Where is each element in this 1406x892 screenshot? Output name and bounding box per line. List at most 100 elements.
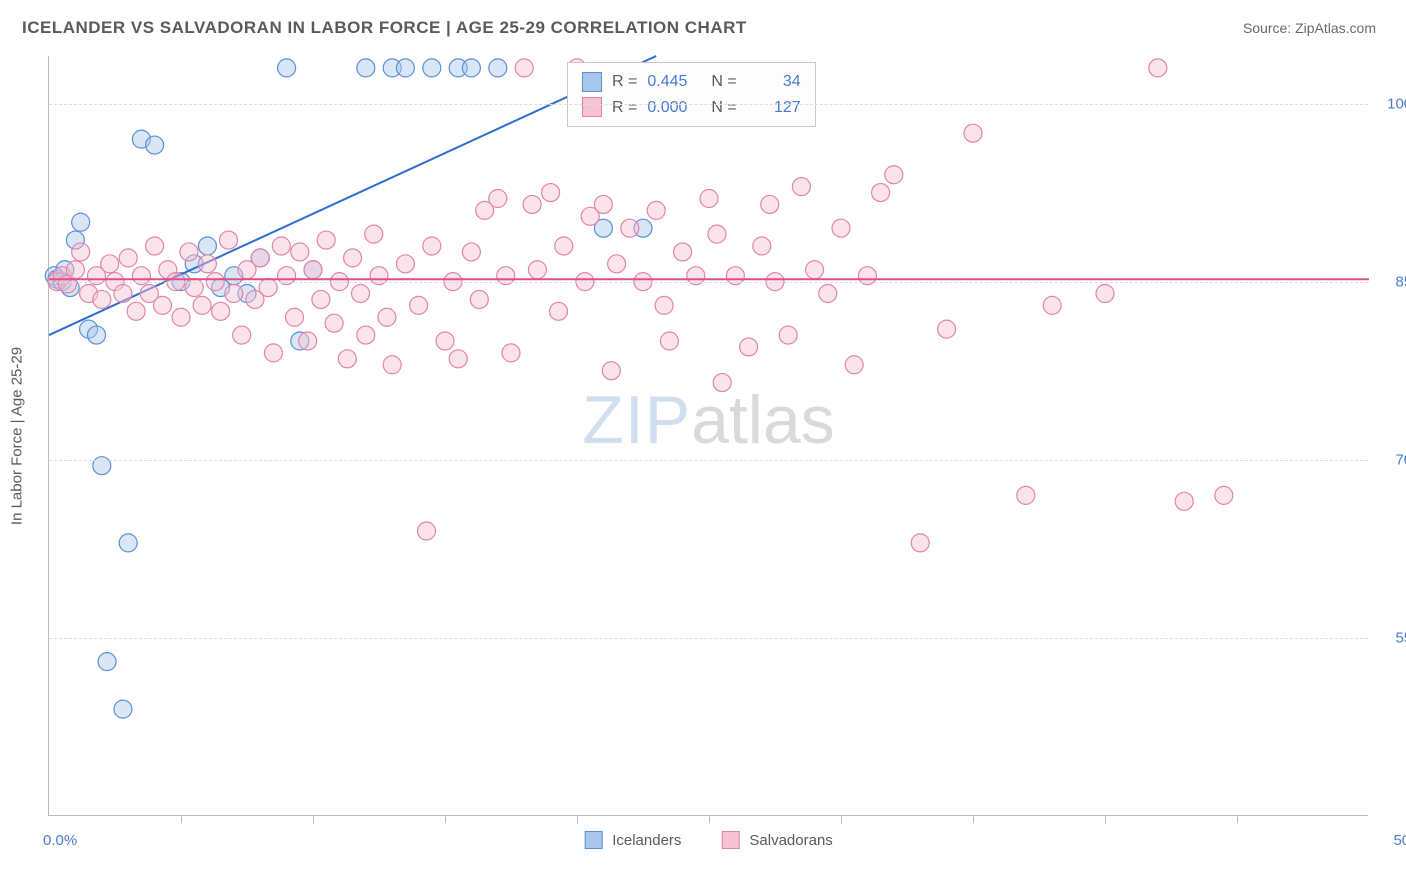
data-point xyxy=(1043,296,1061,314)
data-point xyxy=(470,290,488,308)
data-point xyxy=(1175,492,1193,510)
data-point xyxy=(872,184,890,202)
data-point xyxy=(423,237,441,255)
data-point xyxy=(621,219,639,237)
legend-swatch xyxy=(584,831,602,849)
data-point xyxy=(523,195,541,213)
data-point xyxy=(299,332,317,350)
data-point xyxy=(819,285,837,303)
data-point xyxy=(396,59,414,77)
stats-swatch xyxy=(582,97,602,117)
data-point xyxy=(396,255,414,273)
data-point xyxy=(647,201,665,219)
data-point xyxy=(779,326,797,344)
data-point xyxy=(418,522,436,540)
stats-row: R = 0.000N = 127 xyxy=(582,95,801,121)
legend-label: Icelanders xyxy=(612,832,681,849)
data-point xyxy=(72,213,90,231)
gridline xyxy=(49,282,1368,283)
data-point xyxy=(88,326,106,344)
data-point xyxy=(1149,59,1167,77)
data-point xyxy=(344,249,362,267)
data-point xyxy=(1096,285,1114,303)
stats-swatch xyxy=(582,72,602,92)
xtick xyxy=(577,815,578,823)
data-point xyxy=(233,326,251,344)
data-point xyxy=(180,243,198,261)
data-point xyxy=(713,374,731,392)
data-point xyxy=(550,302,568,320)
data-point xyxy=(114,285,132,303)
stats-row: R = 0.445 N = 34 xyxy=(582,69,801,95)
data-point xyxy=(740,338,758,356)
data-point xyxy=(272,237,290,255)
stats-r-label: R = xyxy=(612,95,637,121)
data-point xyxy=(127,302,145,320)
xaxis-label-right: 50.0% xyxy=(1393,832,1406,849)
ytick-label: 70.0% xyxy=(1378,451,1406,468)
data-point xyxy=(753,237,771,255)
data-point xyxy=(1017,486,1035,504)
xtick xyxy=(181,815,182,823)
data-point xyxy=(172,308,190,326)
data-point xyxy=(251,249,269,267)
data-point xyxy=(462,243,480,261)
data-point xyxy=(594,195,612,213)
legend-item: Icelanders xyxy=(584,831,681,849)
data-point xyxy=(146,136,164,154)
chart-area: In Labor Force | Age 25-29 ZIPatlas R = … xyxy=(48,56,1368,816)
legend-swatch xyxy=(721,831,739,849)
chart-title: ICELANDER VS SALVADORAN IN LABOR FORCE |… xyxy=(22,18,747,38)
data-point xyxy=(423,59,441,77)
stats-n-value: 34 xyxy=(747,69,801,95)
data-point xyxy=(489,190,507,208)
chart-header: ICELANDER VS SALVADORAN IN LABOR FORCE |… xyxy=(0,0,1406,48)
stats-r-value: 0.000 xyxy=(647,95,701,121)
data-point xyxy=(198,255,216,273)
data-point xyxy=(700,190,718,208)
data-point xyxy=(964,124,982,142)
stats-r-label: R = xyxy=(612,69,637,95)
xtick xyxy=(841,815,842,823)
stats-n-label: N = xyxy=(711,69,736,95)
xtick xyxy=(709,815,710,823)
data-point xyxy=(114,700,132,718)
gridline xyxy=(49,104,1368,105)
xtick xyxy=(313,815,314,823)
data-point xyxy=(93,290,111,308)
xtick xyxy=(445,815,446,823)
data-point xyxy=(338,350,356,368)
xtick xyxy=(1105,815,1106,823)
data-point xyxy=(312,290,330,308)
data-point xyxy=(291,243,309,261)
xaxis-label-left: 0.0% xyxy=(43,832,77,849)
data-point xyxy=(515,59,533,77)
data-point xyxy=(708,225,726,243)
yaxis-title: In Labor Force | Age 25-29 xyxy=(9,346,26,524)
data-point xyxy=(436,332,454,350)
data-point xyxy=(357,326,375,344)
gridline xyxy=(49,460,1368,461)
data-point xyxy=(1215,486,1233,504)
data-point xyxy=(761,195,779,213)
stats-r-value: 0.445 xyxy=(647,69,701,95)
data-point xyxy=(410,296,428,314)
data-point xyxy=(352,285,370,303)
data-point xyxy=(72,243,90,261)
data-point xyxy=(317,231,335,249)
data-point xyxy=(449,350,467,368)
data-point xyxy=(383,356,401,374)
data-point xyxy=(146,237,164,255)
data-point xyxy=(655,296,673,314)
legend-item: Salvadorans xyxy=(721,831,832,849)
data-point xyxy=(845,356,863,374)
data-point xyxy=(304,261,322,279)
data-point xyxy=(225,285,243,303)
scatter-plot xyxy=(49,56,1368,815)
data-point xyxy=(462,59,480,77)
data-point xyxy=(938,320,956,338)
data-point xyxy=(542,184,560,202)
data-point xyxy=(608,255,626,273)
legend-label: Salvadorans xyxy=(749,832,832,849)
data-point xyxy=(555,237,573,255)
